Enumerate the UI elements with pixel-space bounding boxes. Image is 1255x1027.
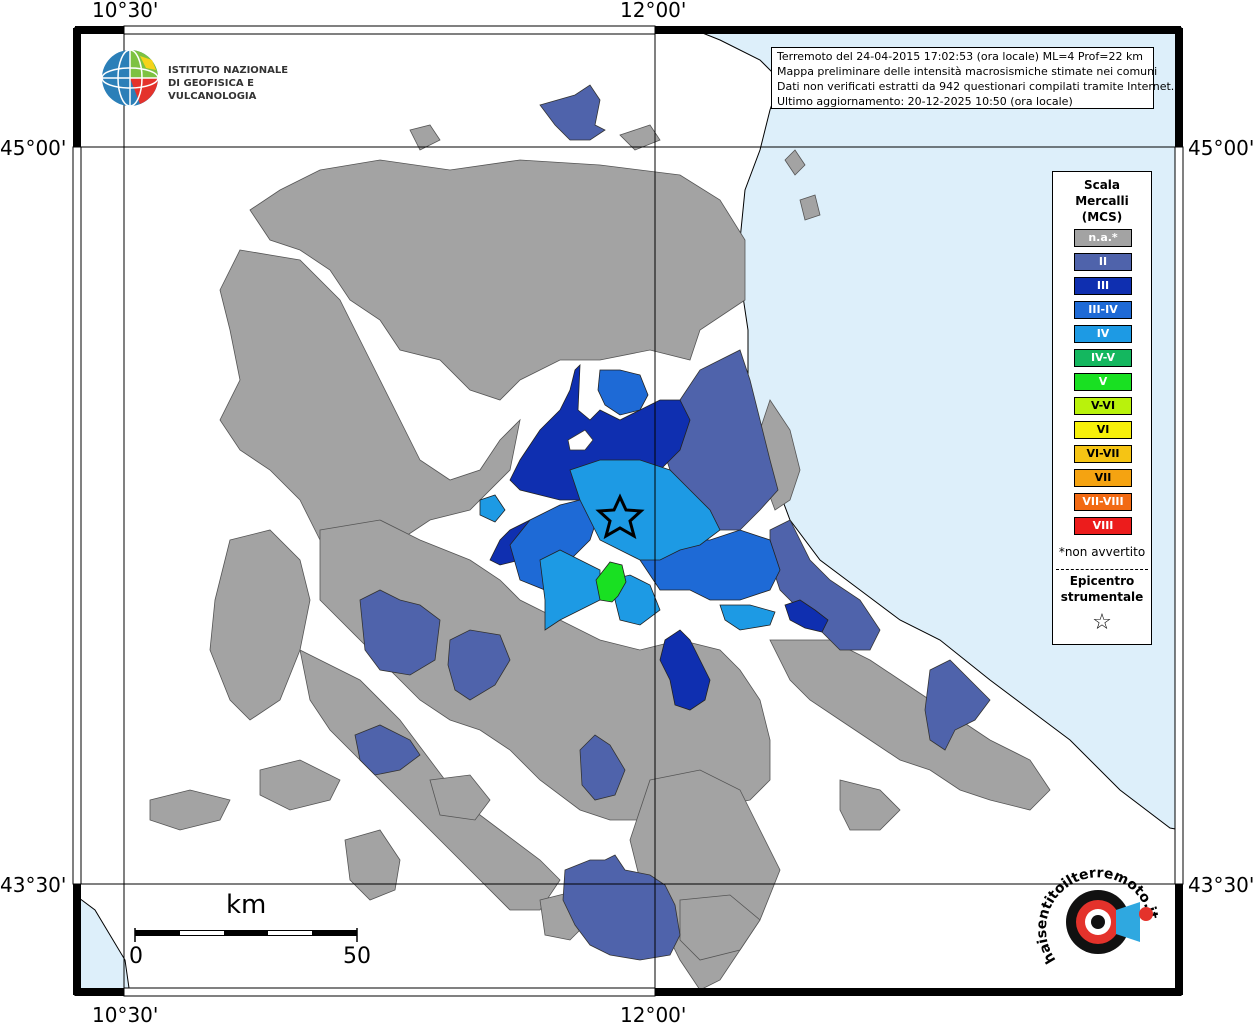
unsurveyed-area bbox=[567, 429, 594, 451]
legend-title-line1: Scala bbox=[1083, 178, 1121, 192]
scale-min: 0 bbox=[129, 944, 143, 969]
ingv-globe-icon bbox=[101, 49, 159, 107]
map-border-ticks bbox=[72, 25, 1184, 997]
intensity-ii-areas bbox=[354, 84, 991, 961]
legend-swatch-ii: II bbox=[1074, 253, 1132, 271]
lat-label-left-top: 45°00' bbox=[0, 136, 67, 160]
legend-swatch-iii-iv: III-IV bbox=[1074, 301, 1132, 319]
legend-swatch-iv-v: IV-V bbox=[1074, 349, 1132, 367]
lat-label-left-bottom: 43°30' bbox=[0, 873, 67, 897]
legend-swatch-viii: VIII bbox=[1074, 517, 1132, 535]
lon-label-bottom-right: 12°00' bbox=[620, 1003, 687, 1027]
legend-title-line2: Mercalli bbox=[1075, 194, 1129, 208]
legend-epicenter-line1: Epicentro bbox=[1069, 574, 1135, 588]
mcs-legend: Scala Mercalli (MCS) n.a.* II III III-IV IV I… bbox=[1052, 171, 1152, 645]
legend-star-icon: ☆ bbox=[1092, 610, 1112, 635]
event-info-line1: Terremoto del 24-04-2015 17:02:53 (ora l… bbox=[777, 50, 1144, 63]
legend-note: *non avvertito bbox=[1058, 545, 1146, 559]
lon-label-top-left: 10°30' bbox=[92, 0, 159, 22]
legend-epicenter-line2: strumentale bbox=[1060, 590, 1144, 604]
legend-swatch-vi: VI bbox=[1074, 421, 1132, 439]
legend-epicenter-label: Epicentro strumentale bbox=[1053, 573, 1151, 605]
intensity-iii-iv-areas bbox=[509, 369, 781, 601]
lat-label-right-bottom: 43°30' bbox=[1188, 873, 1255, 897]
legend-swatch-v-vi: V-VI bbox=[1074, 397, 1132, 415]
graticule bbox=[75, 28, 1181, 995]
scale-max: 50 bbox=[343, 944, 371, 969]
legend-swatch-vii-viii: VII-VIII bbox=[1074, 493, 1132, 511]
legend-swatch-n-a-: n.a.* bbox=[1074, 229, 1132, 247]
legend-title: Scala Mercalli (MCS) bbox=[1053, 177, 1151, 225]
hsit-logo: haisentitoilterremoto.it bbox=[1036, 865, 1160, 966]
legend-swatch-iii: III bbox=[1074, 277, 1132, 295]
intensity-v-areas bbox=[595, 561, 627, 603]
legend-swatch-vii: VII bbox=[1074, 469, 1132, 487]
legend-title-line3: (MCS) bbox=[1081, 210, 1123, 224]
legend-swatch-iv: IV bbox=[1074, 325, 1132, 343]
scale-bar bbox=[134, 928, 358, 942]
scale-unit: km bbox=[226, 890, 267, 920]
event-info-box: Terremoto del 24-04-2015 17:02:53 (ora l… bbox=[771, 47, 1175, 109]
lon-label-top-right: 12°00' bbox=[620, 0, 687, 22]
event-info-line3: Dati non verificati estratti da 942 ques… bbox=[777, 80, 1175, 93]
legend-swatch-vi-vii: VI-VII bbox=[1074, 445, 1132, 463]
legend-separator bbox=[1056, 569, 1148, 570]
lon-label-bottom-left: 10°30' bbox=[92, 1003, 159, 1027]
ingv-logo: ISTITUTO NAZIONALE DI GEOFISICA E VULCAN… bbox=[100, 48, 340, 108]
ingv-name-line2: DI GEOFISICA E VULCANOLOGIA bbox=[168, 78, 257, 102]
epicenter-star bbox=[595, 493, 645, 540]
ingv-name-line1: ISTITUTO NAZIONALE bbox=[168, 65, 289, 76]
legend-swatch-v: V bbox=[1074, 373, 1132, 391]
lat-label-right-top: 45°00' bbox=[1188, 136, 1255, 160]
event-info-line4: Ultimo aggiornamento: 20-12-2025 10:50 (… bbox=[777, 95, 1073, 108]
event-info-line2: Mappa preliminare delle intensità macros… bbox=[777, 65, 1158, 78]
